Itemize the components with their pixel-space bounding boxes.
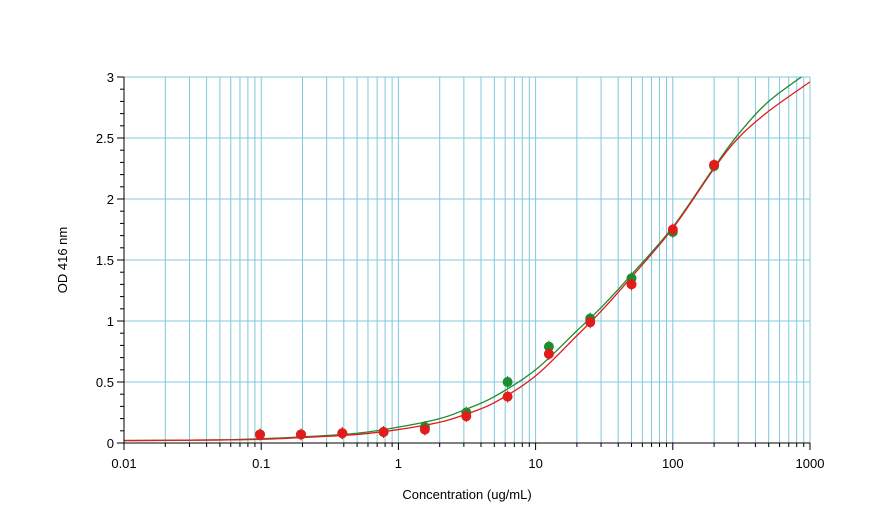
- data-point-series-2: [378, 427, 389, 438]
- data-point-series-2: [254, 429, 265, 440]
- fit-curve-series-2: [124, 81, 810, 442]
- data-point-series-1: [543, 341, 554, 352]
- x-tick-label: 0.1: [252, 456, 270, 471]
- y-tick-label: 0: [107, 436, 114, 451]
- data-point-series-2: [419, 424, 430, 435]
- data-point-series-2: [295, 429, 306, 440]
- y-axis-title: OD 416 nm: [55, 227, 70, 293]
- x-tick-label: 100: [662, 456, 684, 471]
- x-tick-label: 0.01: [111, 456, 136, 471]
- fit-curve-series-1: [124, 77, 803, 442]
- x-tick-label: 1: [395, 456, 402, 471]
- data-point-series-2: [667, 224, 678, 235]
- y-tick-label: 0.5: [96, 375, 114, 390]
- x-axis-title: Concentration (ug/mL): [402, 487, 531, 502]
- x-tick-label: 1000: [796, 456, 825, 471]
- data-point-series-2: [461, 411, 472, 422]
- x-tick-label: 10: [528, 456, 542, 471]
- data-point-series-1: [502, 377, 513, 387]
- y-tick-label: 2.5: [96, 131, 114, 146]
- data-point-series-2: [502, 391, 513, 402]
- fit-curves: [124, 77, 810, 442]
- data-point-series-2: [543, 348, 554, 359]
- y-tick-label: 3: [107, 70, 114, 85]
- y-tick-label: 1.5: [96, 253, 114, 268]
- grid: [123, 76, 811, 444]
- data-point-series-2: [626, 279, 637, 290]
- y-tick-label: 2: [107, 192, 114, 207]
- data-points: [254, 158, 720, 441]
- y-tick-label: 1: [107, 314, 114, 329]
- axes: 0.01 0.1 1 10 100 1000 0 0.5 1 1.5 2 2.5 3: [96, 70, 825, 471]
- data-point-series-2: [337, 428, 348, 439]
- data-point-series-2: [709, 159, 720, 170]
- data-point-series-2: [585, 317, 596, 328]
